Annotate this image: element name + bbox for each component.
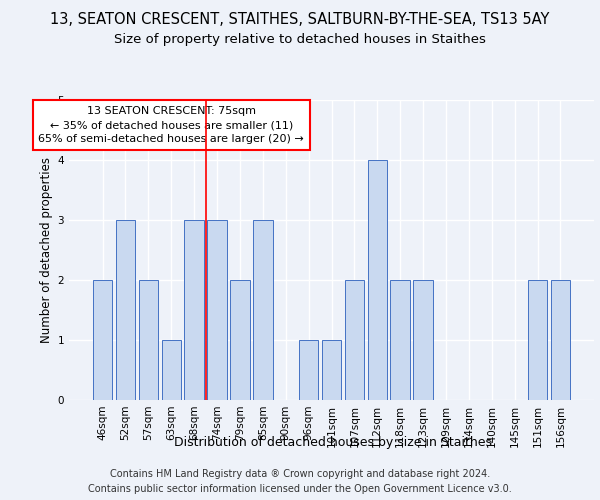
Bar xyxy=(413,280,433,400)
Bar xyxy=(184,220,204,400)
Text: Distribution of detached houses by size in Staithes: Distribution of detached houses by size … xyxy=(174,436,492,449)
Bar xyxy=(368,160,387,400)
Text: 13, SEATON CRESCENT, STAITHES, SALTBURN-BY-THE-SEA, TS13 5AY: 13, SEATON CRESCENT, STAITHES, SALTBURN-… xyxy=(50,12,550,28)
Bar xyxy=(116,220,135,400)
Bar xyxy=(528,280,547,400)
Bar xyxy=(322,340,341,400)
Bar xyxy=(344,280,364,400)
Bar xyxy=(391,280,410,400)
Bar xyxy=(208,220,227,400)
Text: Contains public sector information licensed under the Open Government Licence v3: Contains public sector information licen… xyxy=(88,484,512,494)
Bar xyxy=(299,340,319,400)
Bar xyxy=(139,280,158,400)
Bar xyxy=(253,220,272,400)
Y-axis label: Number of detached properties: Number of detached properties xyxy=(40,157,53,343)
Bar xyxy=(93,280,112,400)
Text: Size of property relative to detached houses in Staithes: Size of property relative to detached ho… xyxy=(114,32,486,46)
Text: 13 SEATON CRESCENT: 75sqm
← 35% of detached houses are smaller (11)
65% of semi-: 13 SEATON CRESCENT: 75sqm ← 35% of detac… xyxy=(38,106,304,144)
Bar xyxy=(551,280,570,400)
Text: Contains HM Land Registry data ® Crown copyright and database right 2024.: Contains HM Land Registry data ® Crown c… xyxy=(110,469,490,479)
Bar xyxy=(161,340,181,400)
Bar xyxy=(230,280,250,400)
